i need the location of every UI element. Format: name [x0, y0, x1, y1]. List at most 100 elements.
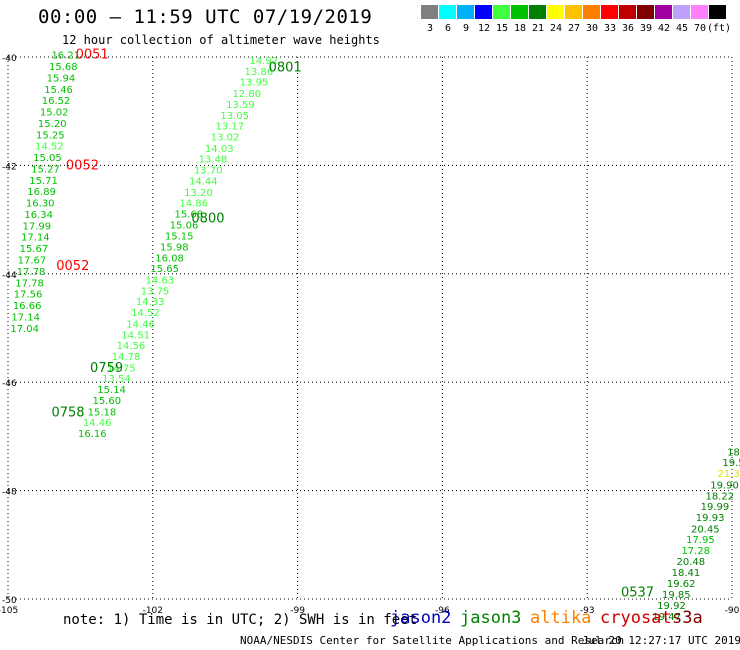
- legend-jason2: jason2: [390, 608, 452, 628]
- wave-height-value: 15.60: [92, 396, 121, 407]
- scale-label: 21: [531, 23, 545, 34]
- wave-height-value: 14.51: [121, 330, 150, 341]
- pass-time-label: 0052: [56, 259, 89, 274]
- wave-height-value: 19.99: [701, 502, 730, 513]
- wave-height-value: 17.56: [14, 290, 43, 301]
- wave-height-value: 16.66: [13, 301, 42, 312]
- wave-height-value: 15.18: [88, 407, 117, 418]
- scale-swatch: [709, 5, 726, 19]
- scale-swatch: [637, 5, 654, 19]
- scale-label: 15: [495, 23, 509, 34]
- wave-height-value: 19.47: [652, 612, 681, 623]
- scale-swatch: [583, 5, 600, 19]
- lon-label: -96: [435, 606, 450, 616]
- wave-height-value: 14.52: [35, 142, 64, 153]
- scale-label: 30: [585, 23, 599, 34]
- scale-swatch: [547, 5, 564, 19]
- scale-swatch: [673, 5, 690, 19]
- pass-time-label: 0800: [191, 211, 224, 226]
- wave-height-value: 19.93: [696, 513, 725, 524]
- scale-label: 6: [444, 23, 452, 34]
- map-title: 00:00 – 11:59 UTC 07/19/2019: [38, 6, 373, 28]
- wave-height-value: 15.67: [20, 244, 49, 255]
- lon-label: -90: [725, 606, 740, 616]
- scale-label: 24: [549, 23, 563, 34]
- wave-height-value: 15.06: [170, 220, 199, 231]
- wave-height-value: 17.78: [15, 278, 44, 289]
- wave-height-value: 13.17: [216, 122, 245, 133]
- wave-height-value: 12.80: [232, 89, 261, 100]
- wave-height-value: 14.46: [83, 418, 112, 429]
- wave-height-value: 18.: [727, 447, 740, 458]
- scale-label: 45: [675, 23, 689, 34]
- wave-height-value: 13.95: [240, 78, 269, 89]
- units-note: note: 1) Time is in UTC; 2) SWH is in fe…: [63, 612, 418, 628]
- footer-credit: NOAA/NESDIS Center for Satellite Applica…: [240, 634, 625, 647]
- wave-height-value: 13.70: [194, 166, 223, 177]
- scale-label: 27: [567, 23, 581, 34]
- scale-swatch: [475, 5, 492, 19]
- pass-time-label: 0537: [621, 585, 654, 600]
- lat-label: -46: [2, 379, 17, 389]
- wave-height-value: 15.68: [49, 62, 78, 73]
- wave-height-value: 15.25: [36, 130, 65, 141]
- scale-label: 12: [477, 23, 491, 34]
- wave-height-value: 16.08: [155, 253, 184, 264]
- scale-label: 33: [603, 23, 617, 34]
- pass-time-label: 0801: [269, 61, 302, 76]
- wave-height-value: 14.92: [249, 56, 278, 67]
- lat-label: -40: [2, 54, 17, 64]
- scale-label: 39: [639, 23, 653, 34]
- lon-label: -99: [290, 606, 305, 616]
- wave-height-value: 17.78: [17, 267, 46, 278]
- scale-label: 18: [513, 23, 527, 34]
- scale-swatch: [493, 5, 510, 19]
- wave-height-value: 14.52: [131, 308, 160, 319]
- wave-height-value: 17.14: [11, 312, 40, 323]
- scale-label: 3: [426, 23, 434, 34]
- wave-height-value: 17.67: [18, 256, 47, 267]
- wave-height-value: 13.48: [199, 155, 228, 166]
- scale-swatch: [601, 5, 618, 19]
- lat-label: -44: [2, 271, 17, 281]
- scale-swatch: [619, 5, 636, 19]
- wave-height-value: 14.86: [179, 199, 208, 210]
- wave-height-value: 19.62: [667, 579, 696, 590]
- wave-height-value: 19.5: [722, 458, 740, 469]
- wave-height-value: 17.14: [21, 233, 50, 244]
- wave-height-value: 16.34: [24, 210, 53, 221]
- wave-height-value: 15.68: [175, 209, 204, 220]
- wave-height-value: 14.33: [136, 297, 165, 308]
- scale-swatch: [439, 5, 456, 19]
- wave-height-value: 16.16: [78, 429, 107, 440]
- wave-height-value: 17.04: [10, 324, 39, 335]
- scale-swatch: [655, 5, 672, 19]
- scale-swatch: [421, 5, 438, 19]
- wave-height-value: 15.15: [165, 232, 194, 243]
- pass-time-label: 0051: [76, 48, 109, 63]
- legend-jason3: jason3: [460, 608, 522, 628]
- legend-s3a: s3a: [672, 608, 703, 628]
- wave-height-value: 17.99: [22, 221, 51, 232]
- lat-label: -50: [2, 596, 17, 606]
- scale-label: 9: [462, 23, 470, 34]
- wave-height-value: 16.30: [26, 199, 55, 210]
- wave-height-value: 15.05: [33, 153, 62, 164]
- wave-height-value: 13.20: [184, 188, 213, 199]
- wave-height-value: 14.44: [189, 176, 218, 187]
- wave-height-value: 21.31: [718, 469, 740, 480]
- map-subtitle: 12 hour collection of altimeter wave hei…: [62, 33, 380, 47]
- wave-height-value: 14.63: [146, 276, 175, 287]
- scale-label: (ft): [707, 23, 732, 34]
- pass-time-label: 0052: [66, 159, 99, 174]
- wave-height-value: 14.75: [107, 363, 136, 374]
- wave-height-value: 19.85: [662, 590, 691, 601]
- footer-date: Jul 20 12:27:17 UTC 2019: [582, 634, 740, 647]
- wave-height-value: 15.27: [31, 164, 60, 175]
- wave-height-value: 15.20: [38, 119, 67, 130]
- wave-height-value: 18.22: [705, 491, 734, 502]
- wave-height-value: 19.92: [657, 601, 686, 612]
- wave-height-value: 20.45: [691, 524, 720, 535]
- wave-height-value: 15.65: [150, 264, 179, 275]
